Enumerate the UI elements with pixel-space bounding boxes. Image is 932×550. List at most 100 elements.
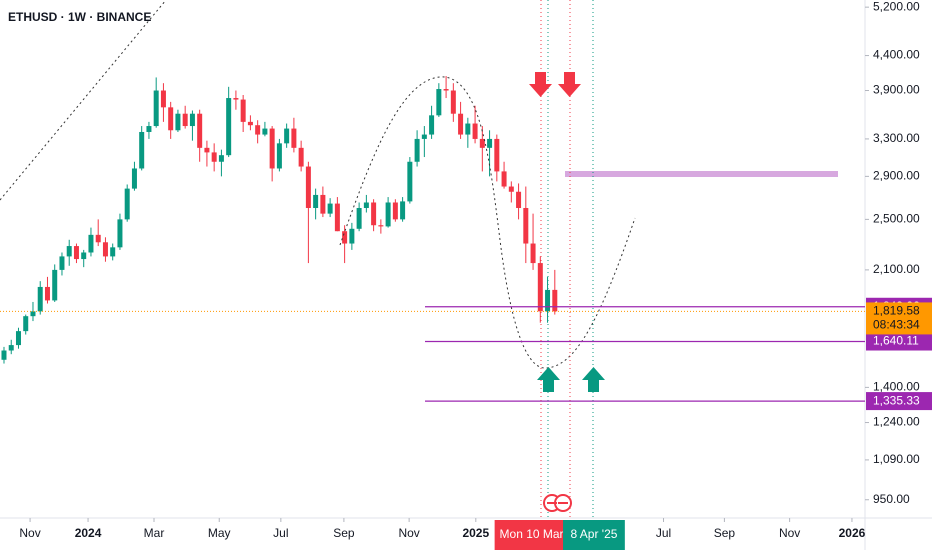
candle-body xyxy=(342,231,348,244)
candle-body xyxy=(153,90,159,127)
candle-body xyxy=(479,138,485,148)
candle-body xyxy=(269,128,275,169)
candle-body xyxy=(204,147,210,153)
candle-body xyxy=(44,286,50,301)
candle-body xyxy=(458,113,464,135)
candle-body xyxy=(552,289,558,312)
candle-body xyxy=(233,98,239,100)
candle-body xyxy=(110,247,116,257)
candle-body xyxy=(327,203,333,214)
candle-body xyxy=(262,128,268,135)
date-marker-label: Mon 10 Mar '25 xyxy=(500,527,583,541)
candle-body xyxy=(385,202,391,227)
candle-body xyxy=(8,345,14,351)
candle-body xyxy=(523,208,529,244)
candle-body xyxy=(284,128,290,144)
candle-body xyxy=(487,138,493,148)
candle-body xyxy=(52,269,58,301)
current-price-tag xyxy=(866,302,932,335)
x-tick-label: May xyxy=(208,526,231,540)
candle-body xyxy=(465,123,471,135)
candle-body xyxy=(95,234,101,243)
candle-body xyxy=(291,128,297,148)
event-icon xyxy=(543,494,572,512)
arrow-up xyxy=(537,367,560,392)
candle-body xyxy=(218,155,224,162)
level-tag xyxy=(866,392,932,411)
x-tick-label: 2026 xyxy=(839,526,866,540)
candle-body xyxy=(182,113,188,127)
y-tick-label: 2,100.00 xyxy=(873,262,920,276)
candle-body xyxy=(356,208,362,229)
y-tick-label: 5,200.00 xyxy=(873,0,920,13)
candle-body xyxy=(450,90,456,114)
y-tick-label: 1,240.00 xyxy=(873,415,920,429)
countdown-label: 08:43:34 xyxy=(873,318,920,332)
trend-drawing xyxy=(0,0,167,201)
candle-body xyxy=(117,219,123,248)
level-tag-label: 1,640.11 xyxy=(873,334,919,348)
candle-body xyxy=(516,191,522,209)
x-tick-label: 2024 xyxy=(75,526,102,540)
candle-body xyxy=(349,228,355,244)
candle-body xyxy=(414,138,420,162)
candle-body xyxy=(298,147,304,167)
candle-body xyxy=(160,90,166,108)
candle-body xyxy=(73,246,79,260)
candle-body xyxy=(37,286,43,312)
candle-body xyxy=(226,98,232,156)
candle-body xyxy=(472,123,478,139)
y-tick-label: 1,400.00 xyxy=(873,380,920,394)
candle-body xyxy=(537,263,543,312)
x-tick-label: Nov xyxy=(779,526,800,540)
symbol-header: ETHUSD · 1W · BINANCE xyxy=(8,10,151,24)
candle-body xyxy=(436,89,442,116)
candle-body xyxy=(240,99,246,122)
arrow-down xyxy=(529,72,552,97)
y-tick-label: 1,090.00 xyxy=(873,452,920,466)
level-tag xyxy=(866,332,932,351)
candle-body xyxy=(494,138,500,172)
candle-body xyxy=(30,311,36,317)
arrow-up xyxy=(582,367,605,392)
y-tick-label: 3,900.00 xyxy=(873,83,920,97)
x-tick-label: Sep xyxy=(333,526,355,540)
candle-body xyxy=(276,143,282,169)
candle-body xyxy=(189,113,195,127)
candle-body xyxy=(88,234,94,253)
y-tick-label: 2,500.00 xyxy=(873,212,920,226)
candle-body xyxy=(146,126,152,132)
candle-body xyxy=(175,113,181,131)
candle-body xyxy=(15,331,21,346)
x-tick-label: 2025 xyxy=(462,526,489,540)
y-tick-label: 2,900.00 xyxy=(873,169,920,183)
arrow-down xyxy=(558,72,581,97)
y-tick-label: 950.00 xyxy=(873,492,910,506)
candle-body xyxy=(124,188,130,220)
candle-body xyxy=(197,113,203,148)
candle-body xyxy=(168,107,174,131)
x-tick-label: Mar xyxy=(144,526,165,540)
x-tick-label: Jul xyxy=(273,526,288,540)
candle-body xyxy=(139,131,145,169)
date-marker-box xyxy=(563,520,625,550)
candle-body xyxy=(23,316,29,332)
candle-body xyxy=(102,242,108,257)
candle-body xyxy=(530,243,536,264)
candle-body xyxy=(1,350,7,360)
candle-body xyxy=(66,246,72,257)
candle-body xyxy=(508,186,514,192)
candle-body xyxy=(443,89,449,91)
date-marker-label: 8 Apr '25 xyxy=(570,527,617,541)
current-price-label: 1,819.58 xyxy=(873,304,920,318)
y-tick-label: 3,300.00 xyxy=(873,131,920,145)
candle-body xyxy=(81,252,87,260)
candle-body xyxy=(400,201,406,220)
candle-body xyxy=(501,171,507,187)
candle-body xyxy=(247,121,253,126)
candle-body xyxy=(211,152,217,162)
candle-body xyxy=(378,225,384,227)
candle-body xyxy=(392,202,398,220)
